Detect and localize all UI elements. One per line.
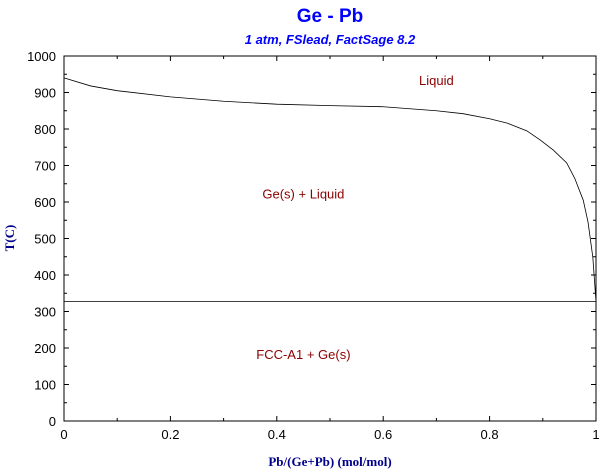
chart-title: Ge - Pb <box>297 6 364 27</box>
chart-subtitle: 1 atm, FSlead, FactSage 8.2 <box>245 32 416 47</box>
phase-label: Ge(s) + Liquid <box>262 186 344 201</box>
y-tick-label: 600 <box>34 195 56 210</box>
x-axis-label: Pb/(Ge+Pb) (mol/mol) <box>268 454 391 469</box>
y-tick-label: 200 <box>34 341 56 356</box>
y-tick-label: 900 <box>34 86 56 101</box>
x-tick-label: 0.8 <box>481 427 499 442</box>
x-tick-label: 0.2 <box>161 427 179 442</box>
phase-label: Liquid <box>419 73 454 88</box>
y-tick-label: 800 <box>34 122 56 137</box>
y-axis-label: T(C) <box>2 225 17 252</box>
x-tick-label: 0.6 <box>374 427 392 442</box>
x-tick-label: 1 <box>592 427 599 442</box>
x-tick-label: 0.4 <box>268 427 286 442</box>
y-tick-label: 500 <box>34 232 56 247</box>
y-tick-label: 0 <box>49 414 56 429</box>
liquidus-line <box>63 77 597 302</box>
phase-label: FCC-A1 + Ge(s) <box>256 347 350 362</box>
plot-frame <box>63 55 597 422</box>
y-tick-label: 400 <box>34 268 56 283</box>
x-tick-label: 0 <box>60 427 67 442</box>
y-tick-label: 700 <box>34 159 56 174</box>
y-tick-label: 100 <box>34 378 56 393</box>
y-tick-label: 1000 <box>27 49 56 64</box>
y-tick-label: 300 <box>34 305 56 320</box>
